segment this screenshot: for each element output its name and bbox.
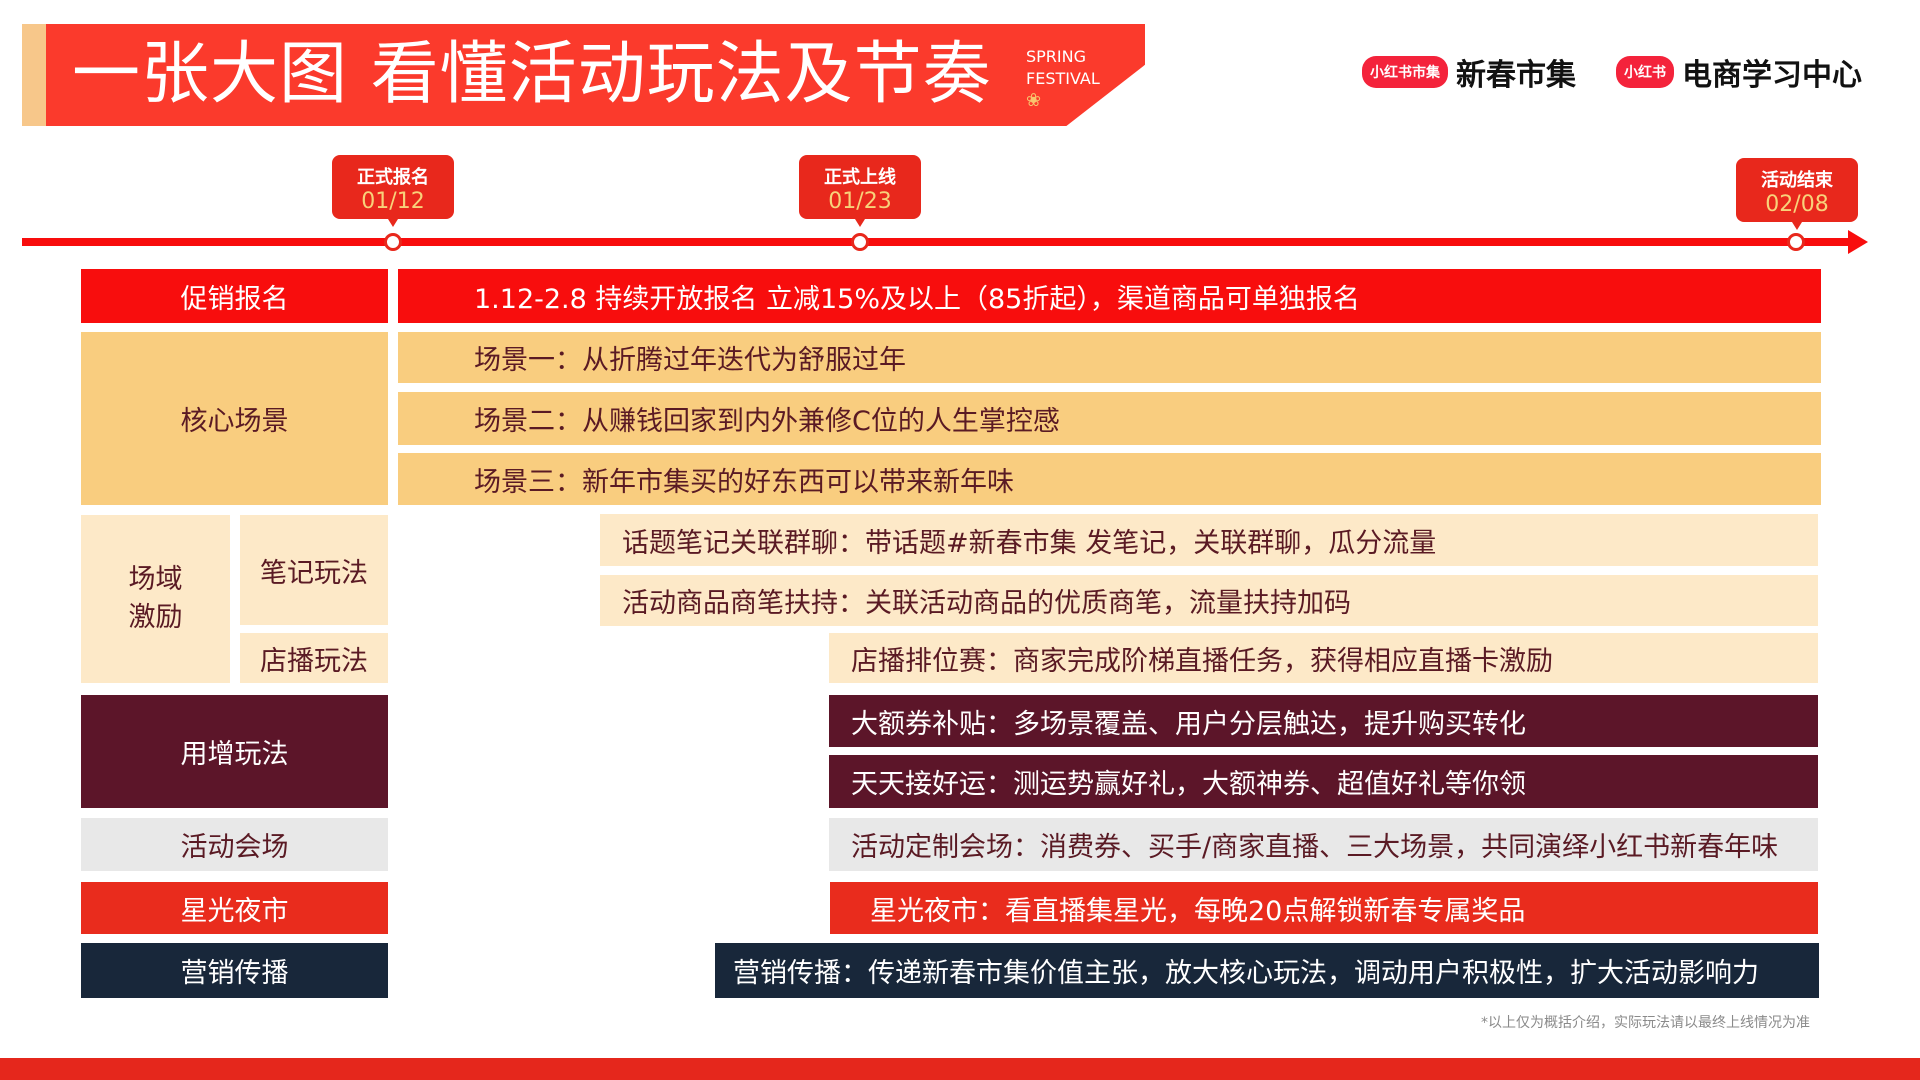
timeline-dot bbox=[851, 233, 869, 251]
logo-spring-market: 小红书市集 新春市集 bbox=[1362, 50, 1576, 94]
timeline-dot bbox=[384, 233, 402, 251]
marker-date: 01/23 bbox=[828, 189, 892, 214]
label-note-play: 笔记玩法 bbox=[240, 515, 388, 625]
logo-text: 电商学习中心 bbox=[1682, 58, 1862, 93]
field-row: 活动商品商笔扶持：关联活动商品的优质商笔，流量扶持加码 bbox=[600, 575, 1818, 626]
timeline-marker-launch: 正式上线 01/23 bbox=[799, 155, 921, 227]
spring-festival-label: SPRING FESTIVAL bbox=[1026, 46, 1100, 90]
label-core-scene: 核心场景 bbox=[81, 332, 388, 505]
banner-edge bbox=[22, 24, 46, 126]
marker-label: 正式报名 bbox=[357, 167, 429, 188]
title-banner bbox=[22, 24, 1145, 126]
festival-text: FESTIVAL bbox=[1026, 69, 1100, 88]
label-growth: 用增玩法 bbox=[81, 695, 388, 808]
label-marketing: 营销传播 bbox=[81, 943, 388, 998]
marker-label: 正式上线 bbox=[824, 167, 896, 188]
label-promo: 促销报名 bbox=[81, 269, 388, 323]
timeline-arrow-icon bbox=[1848, 230, 1868, 254]
logo-text: 新春市集 bbox=[1456, 58, 1576, 93]
promo-row: 1.12-2.8 持续开放报名 立减15%及以上（85折起），渠道商品可单独报名 bbox=[398, 269, 1821, 323]
venue-row: 活动定制会场：消费券、买手/商家直播、三大场景，共同演绎小红书新春年味 bbox=[829, 818, 1818, 871]
field-row: 店播排位赛：商家完成阶梯直播任务，获得相应直播卡激励 bbox=[829, 633, 1818, 683]
timeline-line bbox=[22, 238, 1852, 246]
label-field-incentive: 场域激励 bbox=[81, 515, 230, 683]
timeline-marker-end: 活动结束 02/08 bbox=[1736, 158, 1858, 230]
marker-date: 01/12 bbox=[361, 189, 425, 214]
footnote: *以上仅为概括介绍，实际玩法请以最终上线情况为准 bbox=[1481, 1015, 1810, 1031]
marker-date: 02/08 bbox=[1765, 192, 1829, 217]
label-night-market: 星光夜市 bbox=[81, 882, 388, 934]
page-title: 一张大图 看懂活动玩法及节奏 bbox=[72, 35, 992, 114]
timeline-marker-signup: 正式报名 01/12 bbox=[332, 155, 454, 227]
timeline-dot bbox=[1787, 233, 1805, 251]
night-row: 星光夜市：看直播集星光，每晚20点解锁新春专属奖品 bbox=[830, 882, 1818, 934]
label-venue: 活动会场 bbox=[81, 818, 388, 871]
marker-label: 活动结束 bbox=[1761, 170, 1833, 191]
growth-row: 大额券补贴：多场景覆盖、用户分层触达，提升购买转化 bbox=[829, 695, 1818, 747]
bottom-bar bbox=[0, 1058, 1920, 1080]
label-live-play: 店播玩法 bbox=[240, 633, 388, 683]
spring-text: SPRING bbox=[1026, 47, 1087, 66]
scene-row: 场景三：新年市集买的好东西可以带来新年味 bbox=[398, 453, 1821, 505]
field-row: 话题笔记关联群聊：带话题#新春市集 发笔记，关联群聊，瓜分流量 bbox=[600, 514, 1818, 566]
flower-icon: ❀ bbox=[1026, 90, 1042, 111]
scene-row: 场景二：从赚钱回家到内外兼修C位的人生掌控感 bbox=[398, 392, 1821, 445]
logo-learning-center: 小红书 电商学习中心 bbox=[1616, 50, 1862, 94]
logo-badge: 小红书 bbox=[1616, 56, 1674, 88]
marketing-row: 营销传播：传递新春市集价值主张，放大核心玩法，调动用户积极性，扩大活动影响力 bbox=[715, 943, 1819, 998]
growth-row: 天天接好运：测运势赢好礼，大额神券、超值好礼等你领 bbox=[829, 755, 1818, 808]
scene-row: 场景一：从折腾过年迭代为舒服过年 bbox=[398, 332, 1821, 383]
logo-badge: 小红书市集 bbox=[1362, 56, 1448, 88]
